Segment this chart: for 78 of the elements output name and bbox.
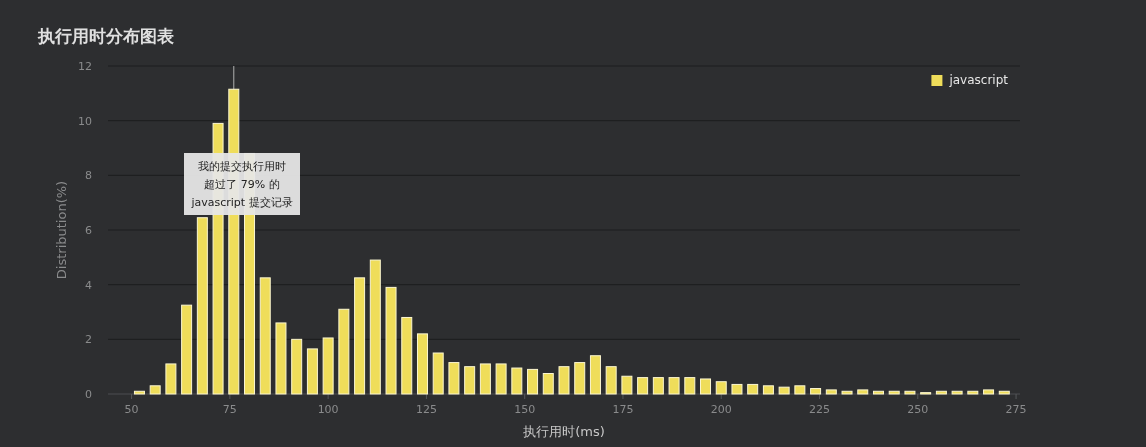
y-axis-title: Distribution(%) bbox=[54, 180, 69, 280]
bar bbox=[527, 368, 539, 395]
bar bbox=[401, 316, 413, 395]
bar bbox=[605, 366, 617, 395]
annotation: javascript 提交记录 bbox=[190, 196, 293, 209]
bar bbox=[652, 377, 664, 395]
bar bbox=[747, 383, 759, 395]
bar bbox=[291, 338, 303, 395]
bar bbox=[369, 259, 381, 395]
bar bbox=[998, 390, 1010, 395]
bar bbox=[857, 389, 869, 395]
bar bbox=[778, 386, 790, 395]
bar bbox=[637, 377, 649, 395]
bar bbox=[888, 390, 900, 395]
bar bbox=[338, 308, 350, 395]
y-tick-label: 6 bbox=[85, 224, 92, 237]
bar bbox=[967, 390, 979, 395]
bar bbox=[684, 377, 696, 395]
bar bbox=[133, 390, 145, 395]
bar bbox=[621, 375, 633, 395]
legend-label: javascript bbox=[948, 73, 1009, 87]
x-tick-label: 75 bbox=[222, 403, 237, 416]
bar bbox=[904, 390, 916, 395]
bar bbox=[511, 367, 523, 395]
x-tick-label: 275 bbox=[1005, 403, 1027, 416]
bar bbox=[715, 381, 727, 395]
bar bbox=[841, 390, 853, 395]
bar bbox=[810, 388, 822, 395]
bar bbox=[322, 337, 334, 395]
y-tick-label: 4 bbox=[85, 278, 92, 292]
x-tick-label: 250 bbox=[907, 403, 929, 416]
x-tick-label: 200 bbox=[710, 403, 732, 416]
y-tick-label: 0 bbox=[85, 388, 92, 401]
x-tick-label: 100 bbox=[317, 403, 339, 416]
x-tick-label: 150 bbox=[514, 403, 536, 416]
bar bbox=[385, 286, 397, 395]
bar bbox=[731, 383, 743, 395]
bar bbox=[196, 217, 208, 395]
bar bbox=[448, 362, 460, 395]
bar bbox=[181, 304, 193, 395]
bar bbox=[574, 362, 586, 395]
bar bbox=[762, 385, 774, 395]
x-axis-title: 执行用时(ms) bbox=[523, 424, 605, 439]
y-tick-label: 10 bbox=[78, 114, 92, 128]
bar bbox=[872, 390, 884, 395]
bar bbox=[479, 363, 491, 395]
bar bbox=[495, 363, 507, 395]
y-tick-label: 12 bbox=[78, 60, 92, 73]
bar bbox=[668, 377, 680, 395]
bar bbox=[165, 363, 177, 395]
annotation: 我的提交执行用时 bbox=[198, 160, 286, 173]
x-tick-label: 175 bbox=[612, 403, 634, 416]
bar bbox=[354, 277, 366, 395]
y-tick-label: 8 bbox=[85, 169, 92, 183]
bar bbox=[825, 389, 837, 395]
bar bbox=[935, 390, 947, 395]
bar bbox=[542, 373, 554, 395]
bar bbox=[794, 385, 806, 395]
annotation: 超过了 79% 的 bbox=[204, 178, 280, 191]
bar bbox=[306, 348, 318, 395]
bar bbox=[983, 389, 995, 395]
bar bbox=[464, 366, 476, 395]
bar bbox=[416, 333, 428, 395]
chart-title: 执行用时分布图表 bbox=[37, 26, 175, 46]
bar bbox=[149, 385, 161, 395]
bar bbox=[589, 355, 601, 395]
legend: javascript bbox=[931, 73, 1008, 87]
tooltip: 我的提交执行用时 超过了 79% 的 javascript 提交记录 bbox=[184, 153, 300, 215]
bar bbox=[700, 378, 712, 395]
x-tick-label: 50 bbox=[124, 403, 139, 416]
bar bbox=[432, 352, 444, 395]
bar bbox=[259, 277, 271, 395]
x-tick-label: 225 bbox=[809, 403, 831, 416]
y-tick-label: 2 bbox=[85, 333, 92, 347]
x-tick-label: 125 bbox=[415, 403, 437, 416]
bar bbox=[275, 322, 287, 395]
bar bbox=[951, 390, 963, 395]
bar bbox=[558, 366, 570, 395]
